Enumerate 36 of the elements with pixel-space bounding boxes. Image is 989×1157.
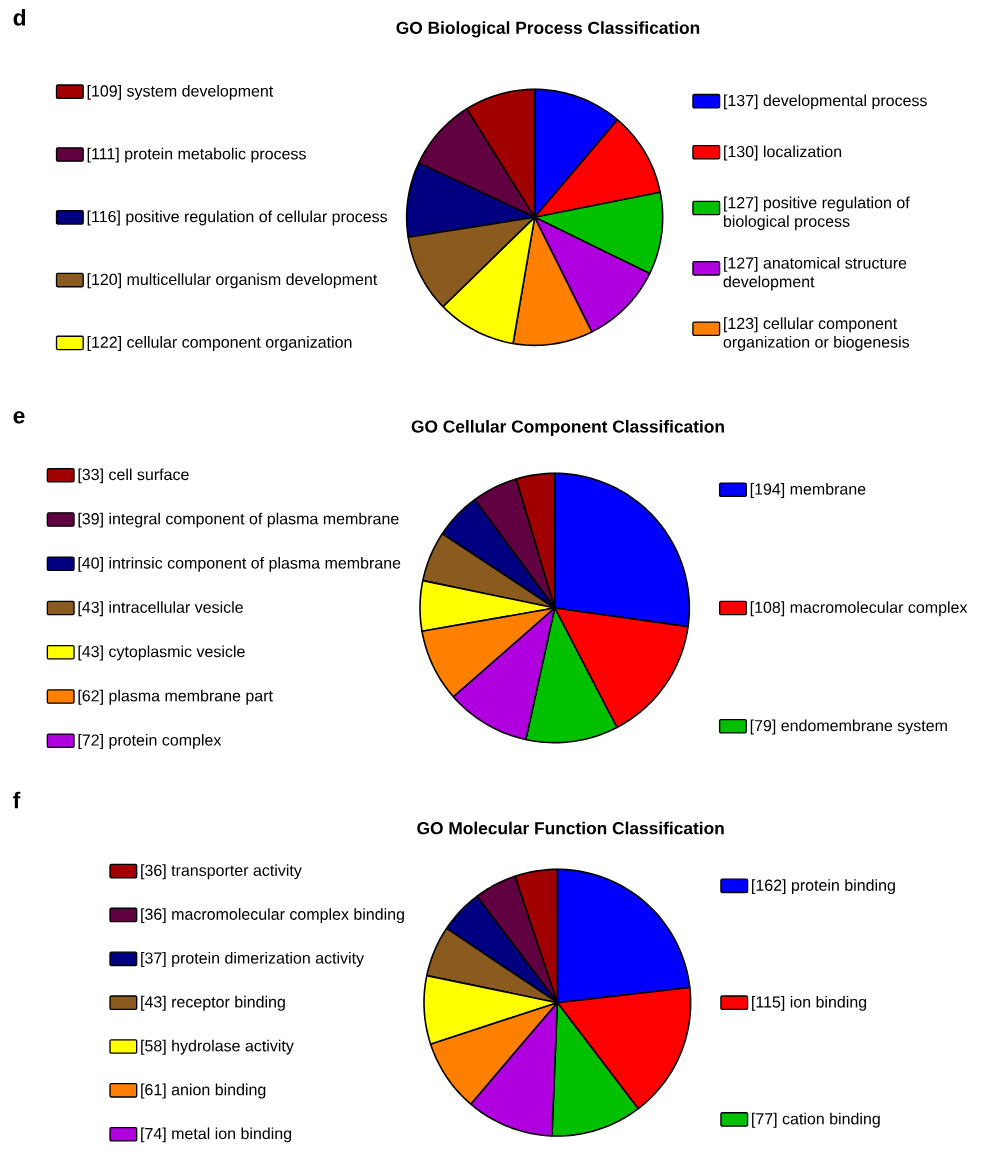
legend-label: [43] intracellular vesicle xyxy=(78,601,243,617)
legend-label: [122] cellular component organization xyxy=(87,336,352,351)
legend-label: [33] cell surface xyxy=(78,468,189,484)
text: f xyxy=(13,791,21,809)
legend-label: [40] intrinsic component of plasma membrane xyxy=(78,556,401,572)
legend-label: [39] integral component of plasma membrane xyxy=(78,512,399,528)
legend-label: [77] cation binding xyxy=(752,1112,880,1128)
legend-label: [36] transporter activity xyxy=(141,864,302,880)
legend-label: [74] metal ion binding xyxy=(141,1127,292,1143)
legend-label: [36] macromolecular complex binding xyxy=(141,908,404,924)
legend-label: [127] anatomical structure development xyxy=(723,256,907,291)
legend-label: [43] receptor binding xyxy=(141,995,285,1011)
legend-label: [130] localization xyxy=(724,145,842,161)
text: e xyxy=(13,411,25,424)
chart-title: GO Molecular Function Classification xyxy=(417,821,724,835)
legend-label: [58] hydrolase activity xyxy=(141,1039,294,1055)
legend-label: [62] plasma membrane part xyxy=(78,689,273,705)
legend-label: [111] protein metabolic process xyxy=(87,147,306,163)
legend-label: [79] endomembrane system xyxy=(750,719,947,735)
legend-label: [194] membrane xyxy=(750,483,866,498)
legend-label: [120] multicellular organism development xyxy=(87,273,378,289)
legend-label: [108] macromolecular complex xyxy=(750,601,968,617)
text: d xyxy=(13,9,26,26)
legend-label: [123] cellular component organization or biogenesis xyxy=(723,317,910,351)
legend-label: [109] system development xyxy=(87,84,274,100)
chart-title: GO Biological Process Classification xyxy=(396,21,700,38)
legend-label: [61] anion binding xyxy=(141,1083,266,1099)
legend-label: [137] developmental process xyxy=(724,94,927,110)
legend-label: [37] protein dimerization activity xyxy=(141,952,365,967)
legend-label: [116] positive regulation of cellular process xyxy=(87,210,388,226)
legend-label: [115] ion binding xyxy=(752,995,867,1011)
legend-label: [162] protein binding xyxy=(752,879,895,895)
legend-label: [72] protein complex xyxy=(78,734,222,749)
legend-label: [127] positive regulation of biological process xyxy=(723,196,910,231)
legend-label: [43] cytoplasmic vesicle xyxy=(78,645,245,661)
chart-title: GO Cellular Component Classification xyxy=(411,419,724,437)
